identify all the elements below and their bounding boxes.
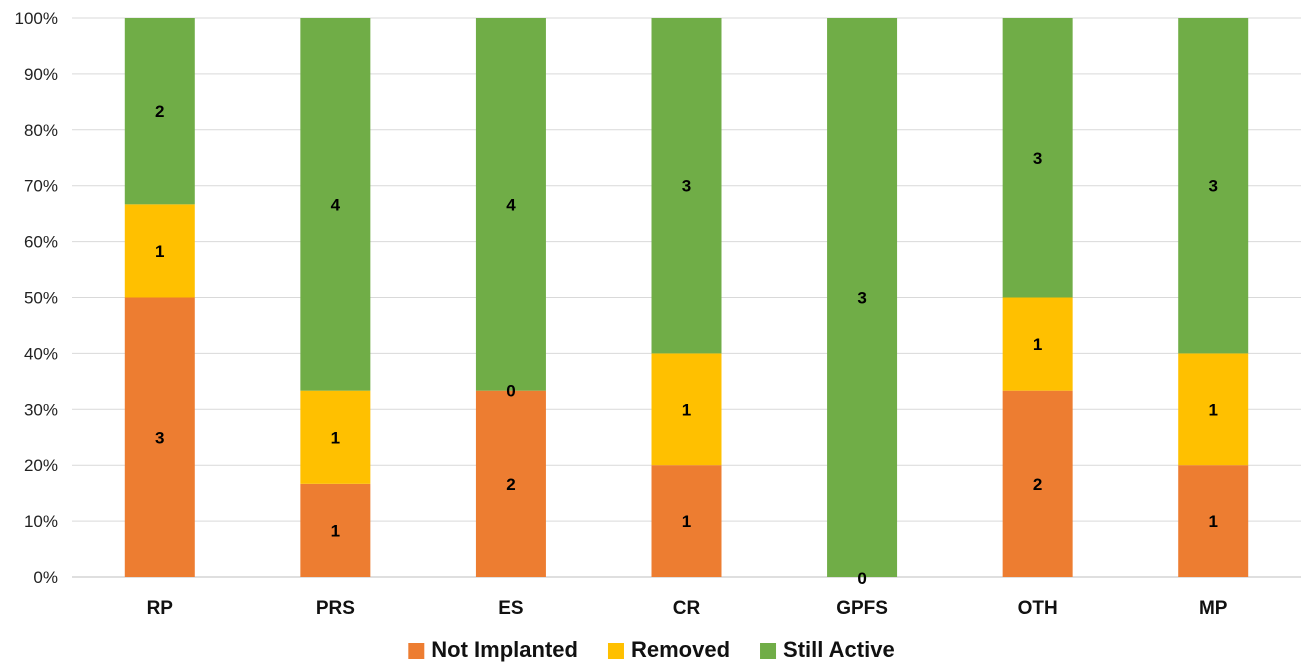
data-labels: 3 1 2 1 1 4 2 0 4 1 1 3 0 3 2 1 3 1 1 3 <box>155 102 1218 588</box>
y-tick-label: 90% <box>24 65 58 84</box>
bar-segment-not-implanted <box>124 297 195 577</box>
bar-segment-removed <box>124 204 195 298</box>
bar-segment-still-active <box>1002 18 1073 298</box>
bar-segment-removed <box>300 390 371 484</box>
bar-segment-still-active <box>124 18 195 205</box>
data-label: 4 <box>331 195 341 214</box>
data-label: 1 <box>331 521 340 540</box>
bars <box>124 18 1249 577</box>
legend: Not Implanted Removed Still Active <box>408 637 895 662</box>
data-label: 2 <box>506 475 515 494</box>
bar-segment-not-implanted <box>1178 465 1249 577</box>
y-tick-label: 30% <box>24 400 58 419</box>
bar-segment-still-active <box>827 18 898 577</box>
bar-segment-removed <box>651 353 722 466</box>
data-label: 0 <box>506 382 515 401</box>
y-tick-label: 60% <box>24 233 58 252</box>
bar-segment-not-implanted <box>475 390 546 577</box>
bar-segment-not-implanted <box>300 483 371 577</box>
data-label: 1 <box>682 512 691 531</box>
legend-label: Still Active <box>783 637 895 662</box>
data-label: 4 <box>506 195 516 214</box>
y-axis: 0% 10% 20% 30% 40% 50% 60% 70% 80% 90% 100% <box>15 9 58 587</box>
legend-label: Removed <box>631 637 730 662</box>
data-label: 2 <box>1033 475 1042 494</box>
y-tick-label: 10% <box>24 512 58 531</box>
bar-segment-still-active <box>475 18 546 391</box>
data-label: 3 <box>1208 177 1217 196</box>
x-tick-label: OTH <box>1018 598 1058 619</box>
data-label: 1 <box>155 242 164 261</box>
bar-segment-removed <box>1002 297 1073 391</box>
data-label: 2 <box>155 102 164 121</box>
data-label: 3 <box>682 177 691 196</box>
x-tick-label: PRS <box>316 598 355 619</box>
x-tick-label: MP <box>1199 598 1228 619</box>
y-tick-label: 40% <box>24 344 58 363</box>
legend-label: Not Implanted <box>431 637 578 662</box>
data-label: 1 <box>682 400 691 419</box>
y-tick-label: 100% <box>15 9 58 28</box>
y-tick-label: 50% <box>24 289 58 308</box>
x-tick-label: RP <box>147 598 174 619</box>
bar-segment-not-implanted <box>1002 390 1073 577</box>
data-label: 3 <box>1033 149 1042 168</box>
data-label: 1 <box>331 428 340 447</box>
data-label: 3 <box>155 428 164 447</box>
bar-segment-not-implanted <box>651 465 722 577</box>
bar-segment-removed <box>1178 353 1249 466</box>
x-tick-label: CR <box>673 598 701 619</box>
legend-swatch <box>607 643 624 659</box>
y-tick-label: 0% <box>33 568 58 587</box>
data-label: 1 <box>1033 335 1042 354</box>
bar-segment-still-active <box>1178 18 1249 354</box>
data-label: 1 <box>1208 512 1217 531</box>
x-tick-label: ES <box>498 598 523 619</box>
y-tick-label: 80% <box>24 121 58 140</box>
x-tick-label: GPFS <box>836 598 888 619</box>
bar-segment-still-active <box>651 18 722 354</box>
x-axis: RP PRS ES CR GPFS OTH MP <box>147 598 1228 619</box>
y-tick-label: 70% <box>24 177 58 196</box>
bar-segment-still-active <box>300 18 371 391</box>
data-label: 0 <box>857 569 866 588</box>
data-label: 1 <box>1208 400 1217 419</box>
legend-swatch <box>408 643 425 659</box>
y-tick-label: 20% <box>24 456 58 475</box>
data-label: 3 <box>857 289 866 308</box>
legend-swatch <box>760 643 777 659</box>
